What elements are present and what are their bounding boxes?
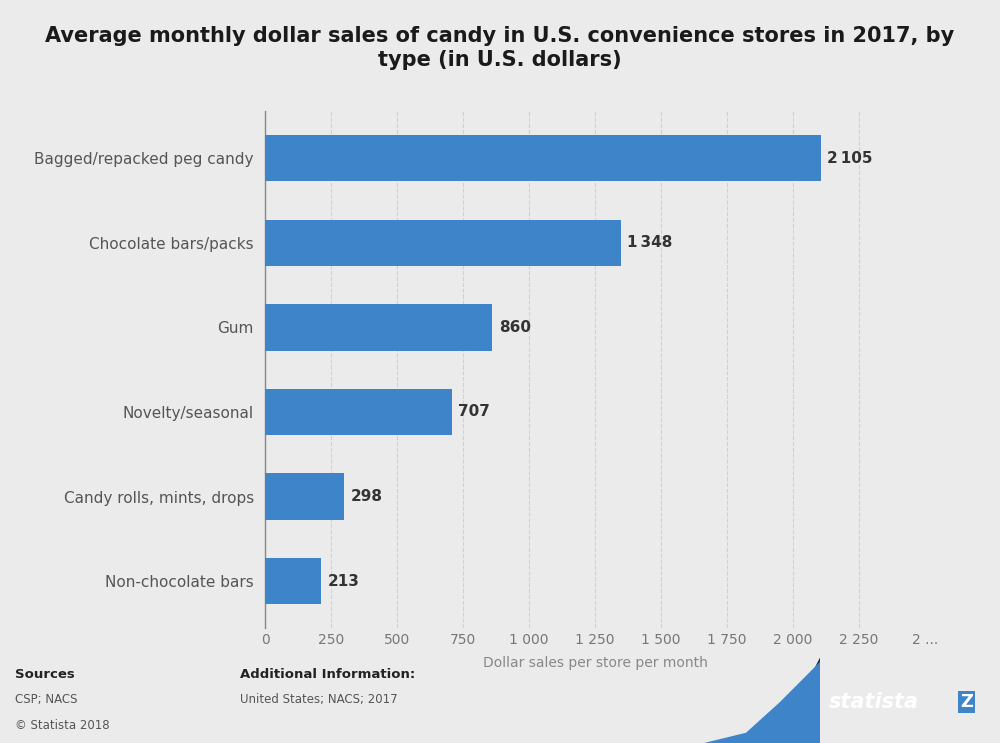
Text: United States; NACS; 2017: United States; NACS; 2017 [240,693,398,707]
Text: Z: Z [960,693,973,711]
Text: 860: 860 [499,319,531,335]
Text: © Statista 2018: © Statista 2018 [15,719,110,732]
Text: CSP; NACS: CSP; NACS [15,693,78,707]
Text: Sources: Sources [15,668,75,681]
Text: 1 348: 1 348 [627,236,673,250]
Bar [265,135,821,181]
Bar [265,473,344,520]
Bar [265,389,452,435]
Text: 2 105: 2 105 [827,151,873,166]
Text: 707: 707 [458,404,490,420]
Bar [265,558,321,604]
Text: type (in U.S. dollars): type (in U.S. dollars) [378,50,622,70]
X-axis label: Dollar sales per store per month: Dollar sales per store per month [483,656,707,669]
Bar [265,304,492,351]
Text: statista: statista [829,692,919,712]
Polygon shape [650,662,820,743]
Text: 298: 298 [350,489,382,504]
Text: Average monthly dollar sales of candy in U.S. convenience stores in 2017, by: Average monthly dollar sales of candy in… [45,26,955,46]
Text: 213: 213 [328,574,360,588]
Polygon shape [680,658,820,743]
Text: Additional Information:: Additional Information: [240,668,415,681]
Bar [265,219,621,266]
